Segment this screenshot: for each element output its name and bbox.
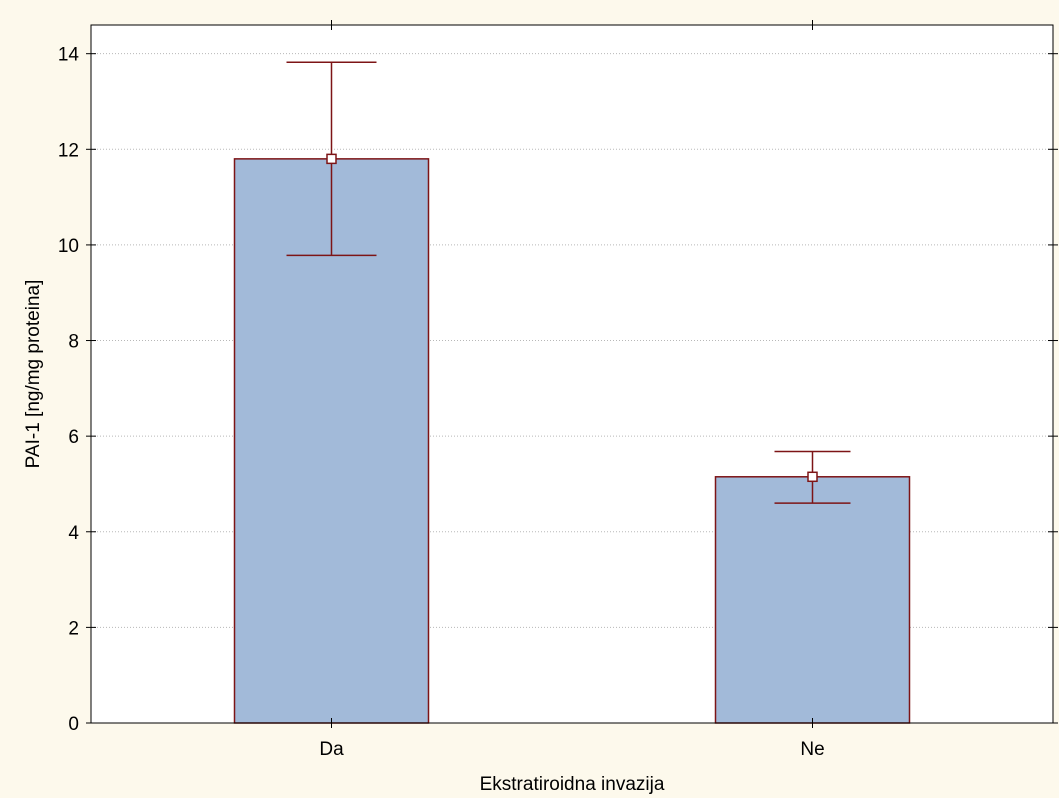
y-tick-label: 14 xyxy=(58,45,80,66)
mean-marker xyxy=(807,471,818,483)
y-tick-label: 10 xyxy=(58,236,79,257)
axis-ticks xyxy=(86,20,1058,728)
x-tick-label: Da xyxy=(319,739,344,760)
y-tick-label: 2 xyxy=(68,618,79,639)
y-tick-label: 4 xyxy=(68,523,79,544)
plot-frame xyxy=(90,24,1054,724)
y-tick-label: 8 xyxy=(68,332,79,353)
error-bars xyxy=(286,61,851,504)
y-tick-label: 12 xyxy=(58,140,79,161)
mean-marker xyxy=(326,153,337,165)
bar xyxy=(714,476,911,724)
y-tick-label: 6 xyxy=(68,427,79,448)
x-tick-label: Ne xyxy=(800,739,824,760)
y-axis-title: PAI-1 [ng/mg proteina] xyxy=(23,280,44,469)
y-tick-label: 0 xyxy=(68,714,79,735)
tick-labels: 0 2 4 6 8 10 12 14 Da Ne xyxy=(58,45,825,760)
x-axis-title: Ekstratiroidna invazija xyxy=(480,774,665,795)
